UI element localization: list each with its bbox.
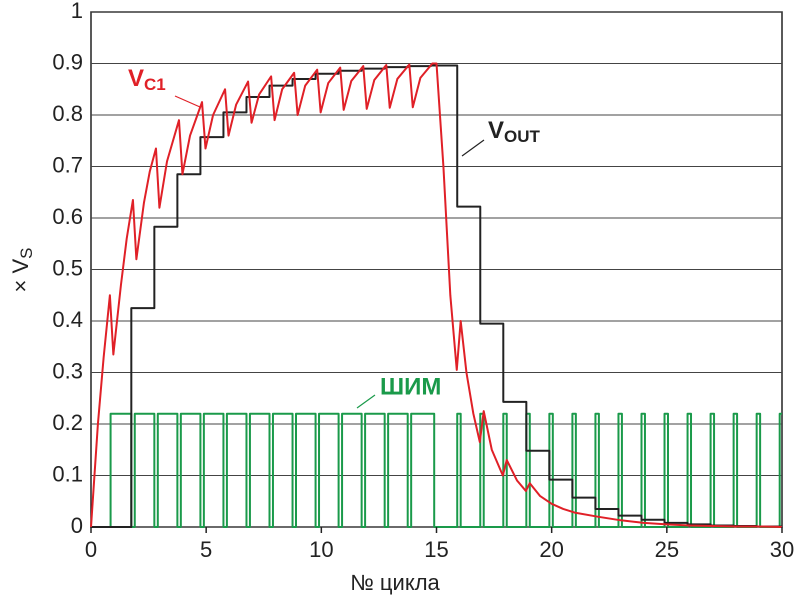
x-tick-label: 15 (424, 537, 448, 562)
y-tick-label: 0.7 (52, 152, 83, 177)
series-label-main: V (488, 117, 504, 144)
series-label-sub: OUT (504, 127, 541, 146)
x-tick-label: 0 (85, 537, 97, 562)
series-label: VC1 (128, 65, 166, 94)
y-tick-label: 0.8 (52, 101, 83, 126)
y-axis-label-sub: S (17, 248, 36, 259)
series-line (91, 412, 782, 528)
leader-line (174, 95, 201, 108)
series-line (91, 64, 782, 528)
y-tick-label: 0.3 (52, 358, 83, 383)
x-tick-label: 10 (309, 537, 333, 562)
y-tick-label: 0.4 (52, 307, 83, 332)
series-label: ШИМ (380, 373, 441, 400)
leader-line (356, 394, 376, 409)
y-tick-label: 0.5 (52, 255, 83, 280)
x-tick-label: 20 (539, 537, 563, 562)
x-tick-label: 25 (655, 537, 679, 562)
series-line (90, 62, 783, 528)
y-tick-label: 0.9 (52, 49, 83, 74)
y-tick-label: 0.1 (52, 461, 83, 486)
y-tick-label: 0.2 (52, 410, 83, 435)
y-tick-label: 1 (71, 0, 83, 23)
y-tick-label: 0 (71, 513, 83, 538)
x-axis-label: № цикла (350, 570, 440, 595)
y-tick-label: 0.6 (52, 204, 83, 229)
series-label: VOUT (488, 117, 541, 146)
x-tick-label: 5 (200, 537, 212, 562)
x-tick-label: 30 (770, 537, 794, 562)
y-axis-label: × VS (8, 248, 37, 293)
series-label-main: V (128, 65, 144, 92)
leader-line (461, 139, 485, 157)
y-axis-label-main: × V (8, 259, 33, 293)
series-label-sub: C1 (144, 75, 166, 94)
